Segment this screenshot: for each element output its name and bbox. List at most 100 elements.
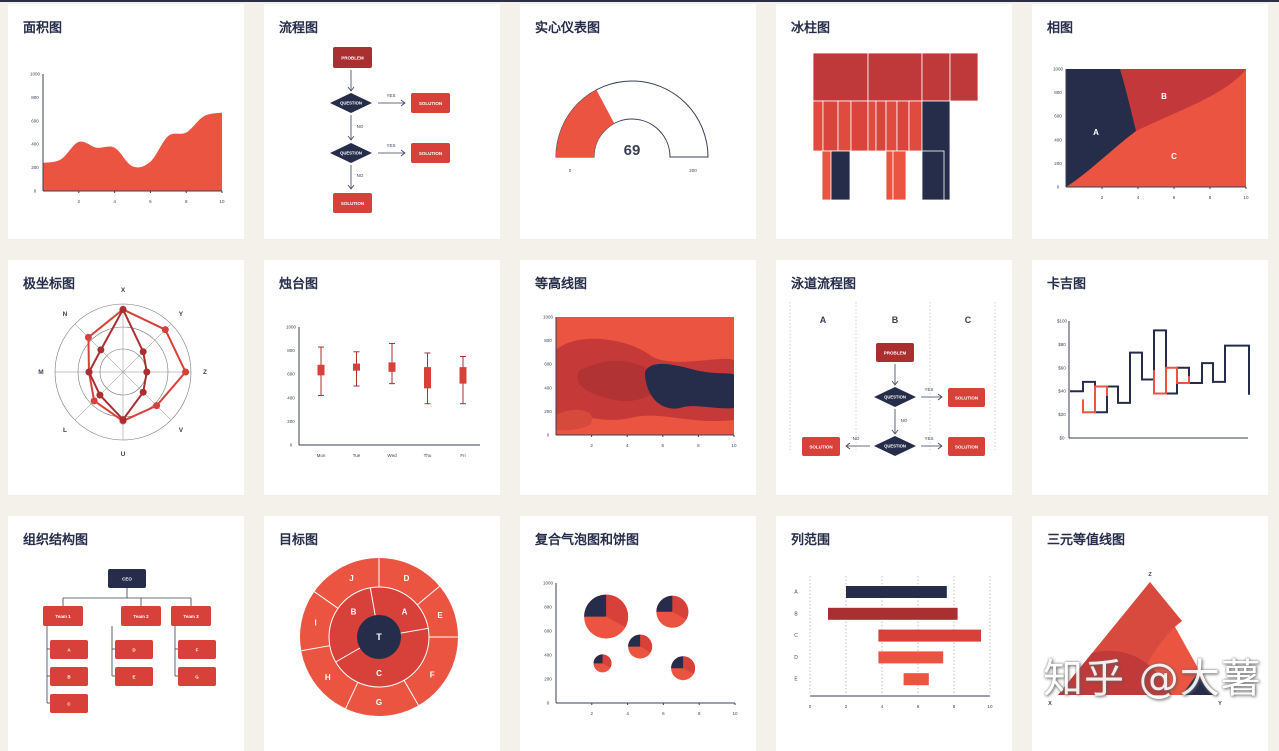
range-bar — [903, 673, 929, 686]
solution-node[interactable]: SOLUTION — [948, 437, 985, 456]
x-tick-label: Thu — [424, 453, 432, 458]
kagi-thin-segment — [1082, 385, 1108, 414]
y-tick-label: $40 — [1058, 389, 1066, 394]
chart-label: I — [315, 618, 317, 627]
team-node[interactable]: Team 1 — [43, 606, 83, 626]
card-column-range-chart[interactable]: 列范围 0 2 4 6 8 10 A B C D E — [776, 516, 1012, 751]
card-title: 烛台图 — [279, 277, 319, 292]
axis-label: X — [121, 287, 126, 294]
card-target-chart[interactable]: 目标图 T B A C J D E F G H I — [264, 516, 500, 751]
x-tick-label: 8 — [697, 443, 700, 448]
solution-node[interactable]: SOLUTION — [948, 388, 985, 407]
icicle-segment — [867, 100, 877, 152]
solution-node[interactable]: SOLUTION — [411, 143, 450, 163]
card-contour-chart[interactable]: 等高线图 0 200 400 600 800 1000 2 4 6 8 10 — [520, 260, 756, 495]
ceo-node[interactable]: CEO — [108, 569, 146, 588]
x-tick-label: Fri — [460, 453, 465, 458]
card-org-chart[interactable]: 组织结构图 CEO Team 1 Team 2 Team 3 A B C D E F G — [8, 516, 244, 751]
y-tick-label: 400 — [287, 395, 295, 400]
icicle-segment — [812, 100, 824, 152]
card-title: 等高线图 — [535, 277, 588, 292]
problem-node[interactable]: PROBLEM — [333, 47, 372, 68]
axis-label: L — [63, 427, 67, 434]
solution-node[interactable]: SOLUTION — [802, 437, 840, 456]
chart-label: J — [349, 574, 353, 583]
y-tick-label: 200 — [31, 165, 39, 170]
org-chart-illustration: CEO Team 1 Team 2 Team 3 A B C D E F G — [43, 569, 216, 713]
card-kagi-chart[interactable]: 卡吉图 $0 $20 $40 $60 $80 $100 — [1032, 260, 1268, 495]
candle — [459, 356, 467, 405]
icicle-segment — [837, 100, 852, 152]
x-tick-label: 4 — [626, 443, 629, 448]
y-tick-label: 200 — [287, 419, 295, 424]
card-polar-chart[interactable]: 极坐标图 X Y Z V U L M N — [8, 260, 244, 495]
card-phase-diagram[interactable]: 相图 A B C 0 200 400 600 800 1000 2 4 6 8 10 — [1032, 4, 1268, 239]
gauge-value: 69 — [624, 142, 641, 159]
question-node[interactable]: QUESTION — [874, 436, 916, 456]
pie-bubble — [628, 634, 653, 659]
team-node[interactable]: Team 3 — [171, 606, 211, 626]
category-label: B — [794, 611, 798, 617]
chart-label: Y — [1218, 701, 1222, 707]
x-tick-label: Mon — [317, 453, 326, 458]
card-candlestick-chart[interactable]: 烛台图 0 200 400 600 800 1000 Mon Tue Wed Thu Fri — [264, 260, 500, 495]
chart-label: H — [325, 673, 331, 682]
card-title: 列范围 — [791, 533, 831, 548]
member-node[interactable]: B — [50, 667, 88, 686]
card-area-chart[interactable]: 面积图 0 200 400 600 800 1000 2 4 6 8 10 — [8, 4, 244, 239]
icicle-segment — [821, 150, 832, 201]
candle — [424, 352, 431, 405]
polar-point — [84, 333, 92, 341]
card-title: 复合气泡图和饼图 — [535, 533, 640, 548]
member-node[interactable]: G — [178, 667, 216, 686]
card-icicle-chart[interactable]: 冰柱图 — [776, 4, 1012, 239]
category-label: C — [794, 633, 798, 639]
top-border — [0, 0, 1279, 2]
category-label: D — [794, 655, 798, 661]
team-node[interactable]: Team 2 — [121, 606, 161, 626]
member-node[interactable]: E — [115, 667, 153, 686]
question-node-label: QUESTION — [340, 151, 362, 156]
y-tick-label: 400 — [544, 385, 552, 390]
question-node[interactable]: QUESTION — [330, 93, 372, 113]
center-target — [357, 615, 401, 659]
icicle-segment — [921, 52, 951, 102]
member-node[interactable]: C — [50, 694, 88, 713]
solution-node[interactable]: SOLUTION — [333, 193, 372, 213]
icicle-segment — [908, 100, 923, 152]
x-tick-label: 6 — [1173, 195, 1176, 200]
y-tick-label: 0 — [290, 443, 293, 448]
card-solid-gauge[interactable]: 实心仪表图 69 0 200 — [520, 4, 756, 239]
member-node[interactable]: D — [115, 640, 153, 659]
member-node[interactable]: F — [178, 640, 216, 659]
icicle-segment — [812, 52, 869, 102]
lane-label: A — [820, 315, 827, 325]
card-flowchart[interactable]: 流程图 PROBLEM QUESTION YES SOLUTION NO QUESTION Y… — [264, 4, 500, 239]
ternary-contour-chart-illustration: Z X Y — [1048, 572, 1222, 707]
polar-point — [139, 348, 147, 356]
card-ternary-contour-chart[interactable]: 三元等值线图 Z X Y — [1032, 516, 1268, 751]
lane-label: C — [965, 315, 972, 325]
pie-bubble — [656, 595, 689, 628]
axis-label: M — [38, 369, 43, 376]
question-node[interactable]: QUESTION — [874, 387, 916, 407]
card-bubble-pie-chart[interactable]: 复合气泡图和饼图 0 200 400 600 800 1000 2 4 6 8 10 — [520, 516, 756, 751]
axis-label: V — [179, 427, 184, 434]
range-bar — [828, 607, 958, 620]
member-node[interactable]: A — [50, 640, 88, 659]
solution-node[interactable]: SOLUTION — [411, 93, 450, 113]
x-tick-label: 2 — [845, 704, 848, 709]
question-node[interactable]: QUESTION — [330, 143, 372, 163]
line — [335, 647, 361, 663]
card-swimlane-flowchart[interactable]: 泳道流程图 A B C PROBLEM QUESTION YES SOLUTION NO QUES… — [776, 260, 1012, 495]
arrow — [845, 442, 870, 450]
x-tick-label: 6 — [662, 711, 665, 716]
problem-node[interactable]: PROBLEM — [876, 343, 914, 362]
category-label: A — [794, 590, 798, 596]
x-tick-label: 2 — [78, 199, 81, 204]
y-tick-label: $0 — [1059, 436, 1065, 441]
icicle-segment — [850, 100, 869, 152]
polar-point — [182, 368, 190, 376]
candlestick-chart-illustration: 0 200 400 600 800 1000 Mon Tue Wed Thu Fri — [286, 325, 480, 458]
chart-label: A — [1093, 128, 1099, 137]
